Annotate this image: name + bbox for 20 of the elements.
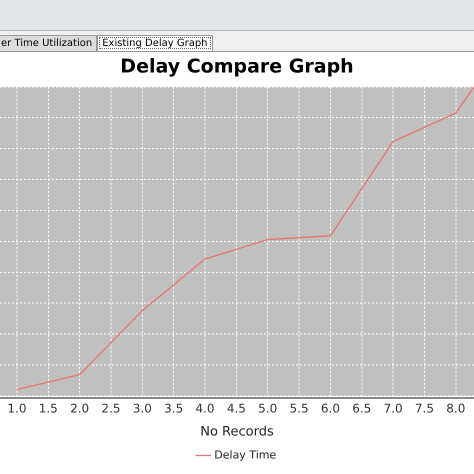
x-tick-label: 7.5 <box>414 401 434 416</box>
x-tick-label: 3.5 <box>164 401 184 416</box>
text: Existing Delay Graph <box>97 35 213 51</box>
x-tick-label: 2.5 <box>101 401 121 416</box>
x-tick-label: 4.0 <box>195 401 215 416</box>
x-tick-label: 1.5 <box>38 401 58 416</box>
x-tick-label: 7.0 <box>384 401 403 416</box>
x-tick-label: 5.5 <box>290 401 309 416</box>
x-axis-title: No Records <box>200 424 274 440</box>
x-tick-label: 8.0 <box>446 401 466 416</box>
chart-title: Delay Compare Graph <box>120 55 354 78</box>
legend-label: Delay Time <box>214 448 276 462</box>
x-tick-label: 2.0 <box>70 401 90 416</box>
x-tick-label: 6.5 <box>352 401 372 416</box>
x-tick-label: 4.5 <box>226 401 246 416</box>
x-tick-label: 1.0 <box>7 401 26 416</box>
x-tick-label: 5.0 <box>258 401 278 416</box>
text: er Time Utilization <box>0 35 98 51</box>
x-tick-label: 6.0 <box>320 401 340 416</box>
x-tick-label: 3.0 <box>132 401 152 416</box>
